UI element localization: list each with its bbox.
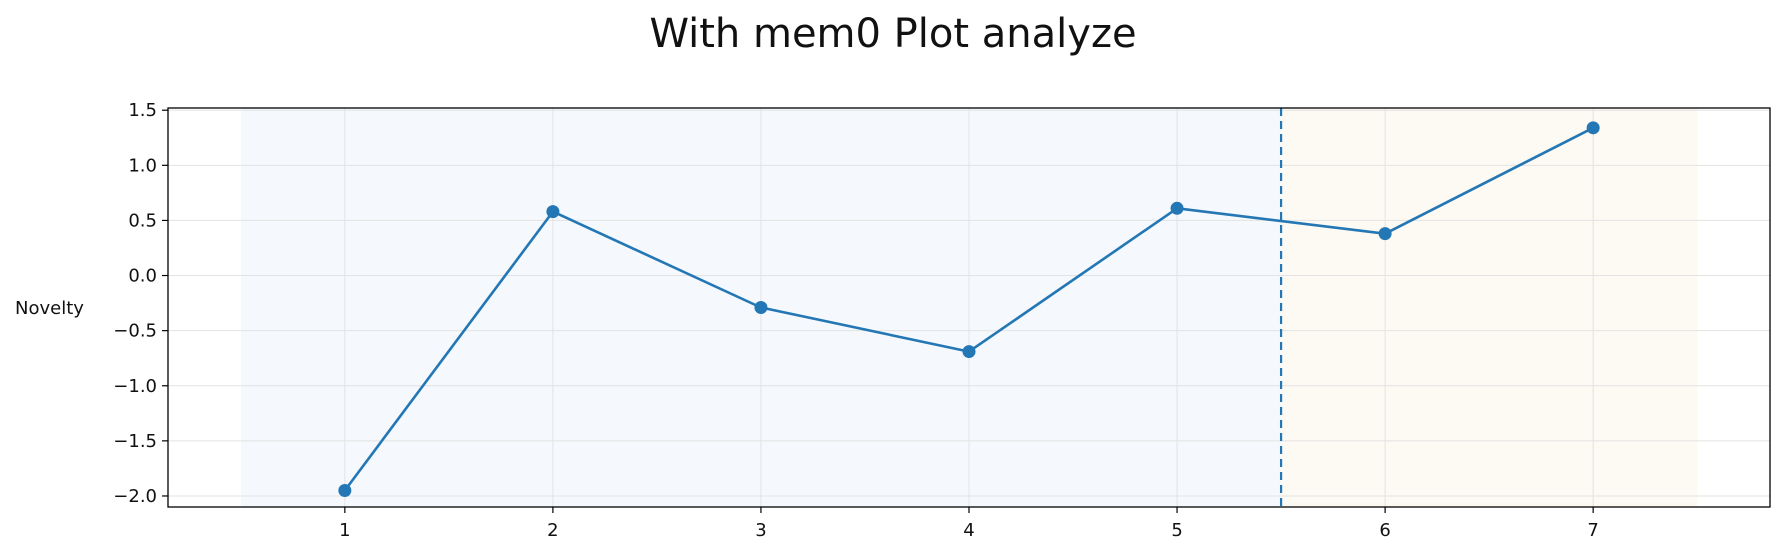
data-point-1 bbox=[338, 483, 352, 497]
y-tick-label-4: −0.5 bbox=[113, 321, 157, 342]
data-point-7 bbox=[1586, 121, 1600, 135]
x-tick-label-4: 4 bbox=[963, 520, 974, 541]
x-tick-label-1: 1 bbox=[339, 520, 350, 541]
x-tick-label-3: 3 bbox=[755, 520, 766, 541]
y-tick-label-6: 0.5 bbox=[128, 210, 157, 231]
y-tick-label-3: −1.0 bbox=[113, 376, 157, 397]
chart-title: With mem0 Plot analyze bbox=[649, 11, 1136, 57]
x-tick-label-6: 6 bbox=[1379, 520, 1390, 541]
data-point-5 bbox=[1170, 201, 1184, 215]
y-axis-label: Novelty bbox=[15, 298, 84, 319]
y-tick-label-1: −2.0 bbox=[113, 486, 157, 507]
y-tick-label-7: 1.0 bbox=[128, 155, 157, 176]
data-point-4 bbox=[962, 345, 976, 359]
data-point-3 bbox=[754, 301, 768, 314]
data-point-6 bbox=[1378, 227, 1392, 241]
y-tick-label-2: −1.5 bbox=[113, 431, 157, 452]
x-tick-label-5: 5 bbox=[1171, 520, 1182, 541]
data-point-2 bbox=[546, 205, 560, 219]
x-tick-label-2: 2 bbox=[547, 520, 558, 541]
y-tick-label-8: 1.5 bbox=[128, 100, 157, 121]
shaded-region-2 bbox=[1281, 108, 1698, 507]
plot-area: 1 2 3 4 5 6 7 −2.0 −1.5 −1.0 −0.5 0.0 0.5 1.0 1.5 bbox=[113, 100, 1771, 541]
y-tick-label-5: 0.0 bbox=[128, 266, 157, 287]
x-tick-label-7: 7 bbox=[1587, 520, 1598, 541]
